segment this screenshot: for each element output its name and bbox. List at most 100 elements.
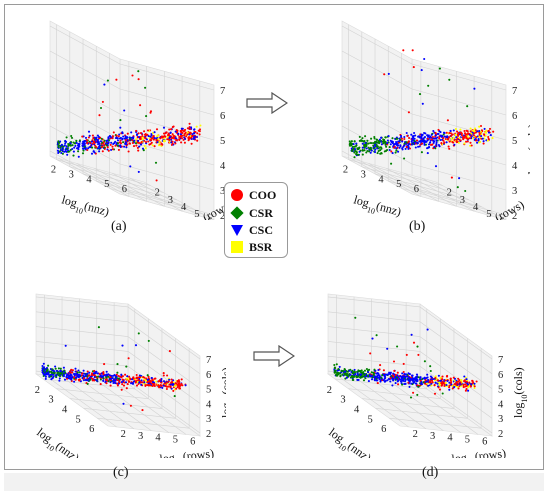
- data-point-coo: [119, 142, 123, 145]
- data-point-csc: [401, 140, 404, 143]
- data-point-csc: [433, 146, 436, 149]
- data-point-csc: [105, 373, 108, 376]
- data-point-csc: [121, 137, 124, 140]
- data-point-csc: [84, 375, 87, 378]
- data-point-coo: [174, 138, 178, 142]
- data-point-csr: [395, 137, 398, 140]
- data-point-coo: [438, 388, 442, 391]
- data-point-coo: [148, 143, 151, 146]
- data-point-coo: [407, 140, 410, 143]
- data-point-coo: [107, 149, 110, 152]
- data-point-csc: [445, 383, 448, 387]
- data-point-csc: [96, 140, 99, 143]
- data-point-csr: [361, 137, 364, 140]
- data-point-csc: [453, 377, 457, 380]
- data-point-csr: [75, 139, 78, 142]
- data-point-csc: [401, 147, 404, 150]
- data-point-csc: [388, 148, 391, 152]
- data-point-bsr: [434, 375, 437, 378]
- data-point-coo: [464, 385, 467, 388]
- data-point-coo: [116, 384, 119, 387]
- data-point-coo: [89, 141, 92, 144]
- z-axis-label: log10(cols): [525, 124, 530, 175]
- data-point-coo: [397, 383, 400, 386]
- data-point-coo: [465, 380, 468, 383]
- data-point-csc: [114, 377, 118, 380]
- data-point-coo: [117, 135, 120, 138]
- data-point-csr: [361, 153, 364, 156]
- data-point-coo: [408, 147, 412, 150]
- data-point-csc: [169, 383, 172, 386]
- data-point-csc: [120, 381, 123, 384]
- data-point-csr: [351, 145, 354, 148]
- data-point-csc: [82, 141, 85, 145]
- data-point-csr: [339, 375, 342, 378]
- data-point-coo: [162, 374, 165, 377]
- z-tick-label: 5: [206, 385, 211, 396]
- grid-line: [35, 341, 129, 352]
- data-point-bsr: [452, 136, 456, 139]
- data-point-csc: [404, 373, 408, 376]
- data-point-csc: [442, 131, 446, 134]
- data-point-csr: [348, 140, 351, 143]
- data-point-csr: [353, 156, 356, 159]
- data-point-coo: [482, 142, 485, 145]
- data-point-csc: [124, 142, 127, 145]
- data-point-csr: [381, 374, 384, 377]
- data-point-coo: [146, 380, 149, 383]
- grid-line: [419, 321, 493, 375]
- z-tick-label: 7: [220, 86, 225, 97]
- x-tick-label: 3: [340, 395, 345, 406]
- data-point-coo: [135, 373, 138, 377]
- grid-line: [49, 100, 121, 140]
- data-point-csc: [384, 373, 387, 376]
- data-point-csc: [63, 378, 67, 381]
- data-point-coo: [101, 150, 104, 153]
- data-point-coo: [91, 134, 94, 137]
- data-point-coo: [137, 379, 140, 382]
- grid-line: [419, 380, 493, 434]
- data-point-csc: [147, 135, 150, 138]
- data-point-csr: [341, 373, 344, 376]
- x-axis-label: log10(nnz): [351, 192, 403, 220]
- data-point-csc: [361, 142, 364, 145]
- data-point-bsr: [459, 128, 462, 131]
- data-point-coo: [137, 132, 140, 135]
- data-point-csc: [403, 375, 406, 378]
- grid-line: [82, 173, 178, 201]
- data-point-coo: [433, 383, 436, 387]
- data-point-csc: [373, 376, 376, 379]
- data-point-coo: [189, 128, 192, 131]
- data-point-coo: [94, 144, 97, 147]
- grid-line: [371, 378, 444, 431]
- data-point-csc: [392, 379, 395, 382]
- data-point-csc: [129, 165, 132, 168]
- data-point-coo: [379, 364, 382, 367]
- data-point-csr: [134, 142, 138, 145]
- data-point-bsr: [173, 385, 176, 388]
- data-point-csr: [337, 368, 340, 371]
- data-point-csc: [105, 370, 108, 373]
- data-point-csc: [413, 131, 416, 135]
- data-point-coo: [392, 146, 395, 149]
- data-point-coo: [83, 377, 86, 380]
- data-point-coo: [436, 379, 440, 382]
- data-point-csc: [73, 373, 76, 376]
- y-tick-label: 6: [190, 436, 195, 447]
- grid-line: [353, 376, 427, 430]
- data-point-coo: [74, 378, 77, 381]
- data-point-coo: [402, 370, 405, 374]
- data-point-csc: [59, 148, 62, 151]
- data-point-csr: [358, 135, 361, 138]
- data-point-csc: [374, 148, 377, 151]
- data-point-csc: [106, 139, 109, 142]
- data-point-csc: [405, 131, 408, 135]
- grid-line: [388, 180, 483, 208]
- data-point-csr: [401, 383, 404, 386]
- data-point-bsr: [438, 384, 441, 387]
- data-point-csc: [338, 365, 341, 368]
- z-tick-label: 6: [498, 370, 503, 381]
- data-point-bsr: [463, 142, 466, 145]
- data-point-csr: [116, 142, 120, 145]
- data-point-csr: [107, 375, 110, 378]
